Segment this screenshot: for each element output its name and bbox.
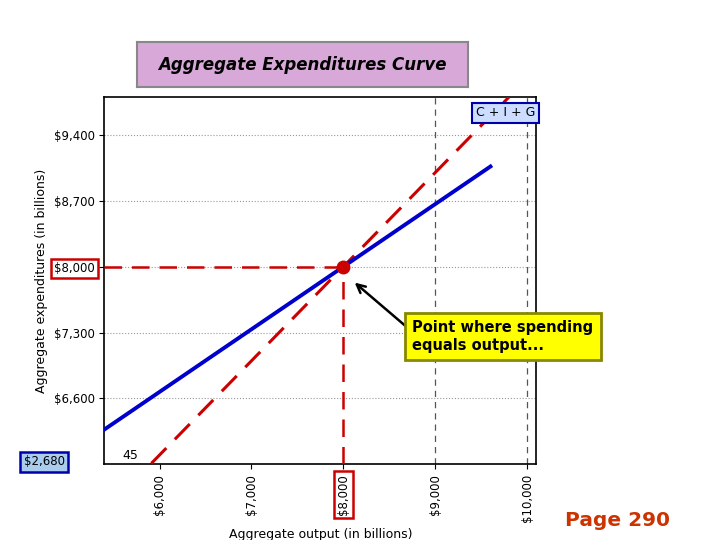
Text: 45: 45 [123, 449, 139, 462]
Text: C + I + G: C + I + G [476, 106, 535, 119]
Text: Aggregate Expenditures Curve: Aggregate Expenditures Curve [158, 56, 446, 73]
Y-axis label: Aggregate expenditures (in billions): Aggregate expenditures (in billions) [35, 168, 48, 393]
Text: Page 290: Page 290 [564, 511, 670, 530]
Text: Point where spending
equals output...: Point where spending equals output... [413, 320, 593, 353]
Text: $2,680: $2,680 [24, 455, 65, 468]
X-axis label: Aggregate output (in billions): Aggregate output (in billions) [229, 528, 412, 540]
